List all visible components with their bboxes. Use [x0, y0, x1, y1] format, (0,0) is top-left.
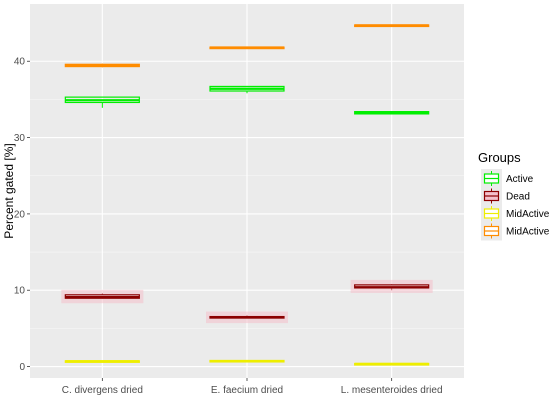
legend-item-midactiveii: MidActiveII — [481, 221, 550, 241]
x-axis: C. divergens dried E. faecium dried L. mes… — [62, 378, 443, 396]
box-active — [354, 111, 430, 115]
box-midactivei — [64, 360, 140, 363]
box-dead — [206, 311, 288, 324]
box-midactivei — [354, 362, 430, 366]
series-midactivei-boxes — [64, 359, 430, 366]
legend-item-dead: Dead — [481, 186, 530, 206]
legend-label: MidActiveI — [506, 209, 550, 220]
y-tick-label: 10 — [14, 286, 26, 297]
series-midactiveii-boxes — [64, 24, 430, 68]
box-midactiveii — [209, 46, 285, 50]
legend-item-active: Active — [481, 169, 534, 188]
y-tick-label: 40 — [14, 57, 26, 68]
box-active — [64, 96, 140, 108]
box-dead — [61, 289, 144, 304]
box-series — [61, 24, 433, 366]
box-dead — [350, 279, 433, 293]
legend-item-midactivei: MidActiveI — [481, 204, 550, 223]
legend: Groups Active Dead MidActiveI MidActiveII — [478, 150, 550, 241]
y-tick-label: 0 — [19, 362, 25, 373]
x-tick-label: L. mesenteroides dried — [341, 385, 443, 396]
y-tick-label: 30 — [14, 133, 26, 144]
y-tick-label: 20 — [14, 209, 26, 220]
box-active — [209, 85, 285, 94]
legend-label: MidActiveII — [506, 227, 550, 238]
series-active-boxes — [64, 85, 430, 115]
x-tick-label: E. faecium dried — [211, 385, 283, 396]
box-midactiveii — [354, 24, 430, 28]
y-axis: 0 10 20 30 40 — [14, 57, 30, 373]
series-dead-boxes — [61, 279, 433, 324]
box-midactivei — [209, 359, 285, 363]
y-axis-title: Percent gated [%] — [2, 143, 16, 238]
legend-label: Dead — [506, 192, 530, 203]
box-midactiveii — [64, 63, 140, 68]
x-tick-label: C. divergens dried — [62, 385, 143, 396]
legend-label: Active — [506, 174, 534, 185]
legend-title: Groups — [478, 150, 521, 165]
